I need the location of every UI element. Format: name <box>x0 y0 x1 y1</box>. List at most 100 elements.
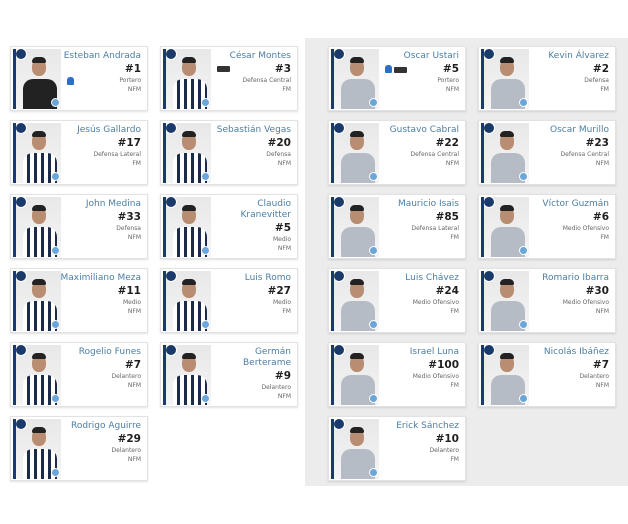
player-name[interactable]: Oscar Murillo <box>550 125 609 135</box>
player-position: Portero <box>437 77 459 84</box>
player-face <box>32 429 46 446</box>
player-status: NFM <box>127 456 141 463</box>
hair <box>32 205 46 211</box>
player-position: Medio Ofensivo <box>412 299 459 306</box>
player-name[interactable]: Rodrigo Aguirre <box>70 421 141 431</box>
club-crest-icon <box>166 123 177 134</box>
player-number: #85 <box>435 211 459 223</box>
player-name[interactable]: John Medina <box>85 199 141 209</box>
player-name[interactable]: Mauricio Isais <box>397 199 459 209</box>
player-name[interactable]: Sebastián Vegas <box>216 125 291 135</box>
player-status: NFM <box>127 308 141 315</box>
player-card[interactable]: Luis Romo #27 Medio FM <box>160 268 298 333</box>
player-card[interactable]: Oscar Ustari #5 Portero NFM <box>328 46 466 111</box>
player-card[interactable]: Jesús Gallardo #17 Defensa Lateral FM <box>10 120 148 185</box>
player-status: FM <box>450 234 459 241</box>
player-name[interactable]: Kevin Álvarez <box>548 51 609 61</box>
player-name[interactable]: Romario Ibarra <box>542 273 609 283</box>
player-photo <box>481 345 529 405</box>
player-number: #1 <box>124 63 141 75</box>
club-crest-icon <box>484 49 495 60</box>
player-name[interactable]: Jesús Gallardo <box>77 125 141 135</box>
player-card[interactable]: Sebastián Vegas #20 Defensa NFM <box>160 120 298 185</box>
player-photo <box>163 197 211 257</box>
player-face <box>350 207 364 224</box>
hair <box>500 131 514 137</box>
player-card[interactable]: Gustavo Cabral #22 Defensa Central NFM <box>328 120 466 185</box>
player-photo <box>163 49 211 109</box>
player-position: Medio Ofensivo <box>562 299 609 306</box>
player-status: NFM <box>127 86 141 93</box>
player-status: FM <box>450 456 459 463</box>
player-face <box>350 355 364 372</box>
player-number: #20 <box>267 137 291 149</box>
player-name[interactable]: Germán Berterame <box>243 347 291 368</box>
player-face <box>182 207 196 224</box>
player-name[interactable]: Víctor Guzmán <box>542 199 609 209</box>
player-number: #7 <box>124 359 141 371</box>
nationality-flag-icon <box>369 468 378 477</box>
player-card[interactable]: César Montes #3 Defensa Central FM <box>160 46 298 111</box>
player-position: Defensa <box>266 151 291 158</box>
player-info: Germán Berterame #9 Delantero NFM <box>209 347 291 401</box>
player-photo <box>13 271 61 331</box>
player-card[interactable]: Erick Sánchez #10 Delantero FM <box>328 416 466 481</box>
player-name[interactable]: Oscar Ustari <box>403 51 459 61</box>
hair <box>350 279 364 285</box>
player-card[interactable]: Israel Luna #100 Medio Ofensivo FM <box>328 342 466 407</box>
player-face <box>500 355 514 372</box>
player-card[interactable]: Romario Ibarra #30 Medio Ofensivo NFM <box>478 268 616 333</box>
player-name[interactable]: Claudio Kranevitter <box>240 199 291 220</box>
player-status: NFM <box>445 160 459 167</box>
club-crest-icon <box>16 345 27 356</box>
player-card[interactable]: Maximiliano Meza #11 Medio NFM <box>10 268 148 333</box>
player-photo <box>331 123 379 183</box>
nationality-flag-icon <box>519 246 528 255</box>
club-crest-icon <box>334 49 345 60</box>
player-card[interactable]: Nicolás Ibáñez #7 Delantero NFM <box>478 342 616 407</box>
player-info: Mauricio Isais #85 Defensa Lateral FM <box>377 199 459 242</box>
player-info: Romario Ibarra #30 Medio Ofensivo NFM <box>527 273 609 316</box>
player-position: Medio <box>272 299 291 306</box>
player-name[interactable]: Nicolás Ibáñez <box>543 347 609 357</box>
glove-icon <box>385 65 392 73</box>
player-photo <box>163 345 211 405</box>
player-photo <box>13 197 61 257</box>
player-number: #24 <box>435 285 459 297</box>
player-position: Defensa Central <box>410 151 459 158</box>
player-name[interactable]: César Montes <box>229 51 291 61</box>
player-name[interactable]: Maximiliano Meza <box>60 273 141 283</box>
player-card[interactable]: Oscar Murillo #23 Defensa Central NFM <box>478 120 616 185</box>
player-name[interactable]: Israel Luna <box>409 347 459 357</box>
player-info: Claudio Kranevitter #5 Medio NFM <box>209 199 291 253</box>
player-card[interactable]: Luis Chávez #24 Medio Ofensivo FM <box>328 268 466 333</box>
player-card[interactable]: Esteban Andrada #1 Portero NFM <box>10 46 148 111</box>
hair <box>500 353 514 359</box>
player-name[interactable]: Esteban Andrada <box>63 51 141 61</box>
player-name[interactable]: Rogelio Funes <box>78 347 141 357</box>
player-info: Kevin Álvarez #2 Defensa FM <box>527 51 609 94</box>
player-name[interactable]: Luis Chávez <box>405 273 459 283</box>
player-info: Esteban Andrada #1 Portero NFM <box>59 51 141 94</box>
player-status: FM <box>282 308 291 315</box>
player-status: NFM <box>595 160 609 167</box>
nationality-flag-icon <box>519 320 528 329</box>
hair <box>32 427 46 433</box>
club-crest-icon <box>16 419 27 430</box>
player-card[interactable]: Germán Berterame #9 Delantero NFM <box>160 342 298 407</box>
player-card[interactable]: Víctor Guzmán #6 Medio Ofensivo FM <box>478 194 616 259</box>
player-card[interactable]: Rogelio Funes #7 Delantero NFM <box>10 342 148 407</box>
player-name[interactable]: Gustavo Cabral <box>389 125 459 135</box>
player-card[interactable]: John Medina #33 Defensa NFM <box>10 194 148 259</box>
player-position: Delantero <box>579 373 609 380</box>
player-info: Sebastián Vegas #20 Defensa NFM <box>209 125 291 168</box>
player-card[interactable]: Claudio Kranevitter #5 Medio NFM <box>160 194 298 259</box>
player-name[interactable]: Luis Romo <box>244 273 291 283</box>
player-card[interactable]: Kevin Álvarez #2 Defensa FM <box>478 46 616 111</box>
player-card[interactable]: Rodrigo Aguirre #29 Delantero NFM <box>10 416 148 481</box>
player-card[interactable]: Mauricio Isais #85 Defensa Lateral FM <box>328 194 466 259</box>
player-info: Luis Chávez #24 Medio Ofensivo FM <box>377 273 459 316</box>
hair <box>32 353 46 359</box>
player-number: #5 <box>442 63 459 75</box>
player-name[interactable]: Erick Sánchez <box>396 421 459 431</box>
